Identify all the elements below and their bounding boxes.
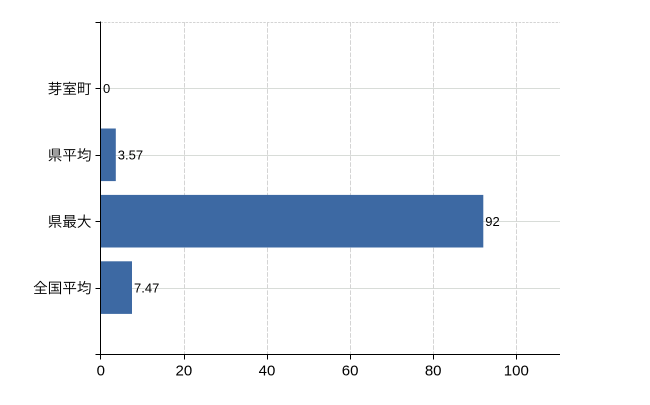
svg-text:100: 100 [504,362,529,379]
svg-text:0: 0 [103,81,110,96]
svg-text:20: 20 [176,362,193,379]
svg-text:92: 92 [485,214,499,229]
svg-text:0: 0 [97,362,105,379]
svg-text:40: 40 [259,362,276,379]
svg-text:60: 60 [342,362,359,379]
svg-text:7.47: 7.47 [134,280,159,295]
svg-text:80: 80 [425,362,442,379]
svg-text:3.57: 3.57 [118,148,143,163]
